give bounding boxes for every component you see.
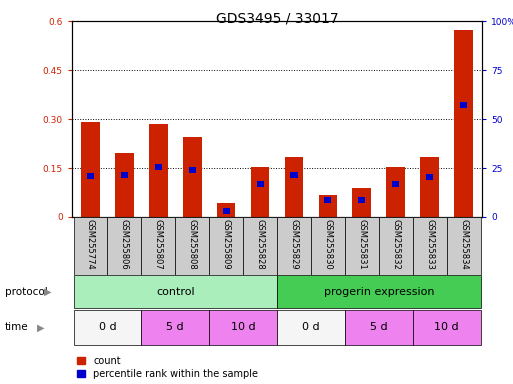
Bar <box>73 310 142 345</box>
Text: ▶: ▶ <box>44 287 51 297</box>
Text: protocol: protocol <box>5 287 48 297</box>
Bar <box>115 153 134 217</box>
Bar <box>412 310 481 345</box>
Bar <box>121 172 128 178</box>
Bar <box>209 217 243 275</box>
Bar <box>290 172 298 178</box>
Bar <box>175 217 209 275</box>
Bar <box>386 167 405 217</box>
Bar <box>243 217 277 275</box>
Bar <box>256 181 264 187</box>
Bar <box>285 157 303 217</box>
Bar <box>352 188 371 217</box>
Text: GSM255833: GSM255833 <box>425 219 434 270</box>
Bar <box>460 103 467 108</box>
Text: GSM255828: GSM255828 <box>255 219 265 270</box>
Legend: count, percentile rank within the sample: count, percentile rank within the sample <box>76 356 258 379</box>
Bar <box>345 310 412 345</box>
Text: GSM255830: GSM255830 <box>323 219 332 270</box>
Bar <box>426 174 433 180</box>
Bar <box>392 181 399 187</box>
Bar <box>73 275 277 308</box>
Text: ▶: ▶ <box>37 322 45 333</box>
Text: 5 d: 5 d <box>166 322 184 333</box>
Bar <box>155 164 162 170</box>
Bar <box>107 217 142 275</box>
Text: 10 d: 10 d <box>435 322 459 333</box>
Text: GSM255808: GSM255808 <box>188 219 196 270</box>
Bar <box>319 195 337 217</box>
Text: time: time <box>5 322 29 333</box>
Bar <box>379 217 412 275</box>
Bar <box>217 203 235 217</box>
Text: GDS3495 / 33017: GDS3495 / 33017 <box>215 12 339 25</box>
Text: GSM255774: GSM255774 <box>86 219 95 270</box>
Text: progerin expression: progerin expression <box>324 287 434 297</box>
Bar <box>81 122 100 217</box>
Text: GSM255807: GSM255807 <box>154 219 163 270</box>
Text: GSM255831: GSM255831 <box>358 219 366 270</box>
Bar <box>311 217 345 275</box>
Bar <box>142 217 175 275</box>
Text: GSM255832: GSM255832 <box>391 219 400 270</box>
Bar <box>251 167 269 217</box>
Text: 0 d: 0 d <box>302 322 320 333</box>
Bar <box>149 124 168 217</box>
Bar <box>183 137 202 217</box>
Bar <box>209 310 277 345</box>
Bar <box>189 167 196 173</box>
Bar <box>223 208 230 214</box>
Bar <box>420 157 439 217</box>
Bar <box>277 217 311 275</box>
Bar <box>324 197 331 203</box>
Bar <box>73 217 107 275</box>
Text: 10 d: 10 d <box>231 322 255 333</box>
Text: GSM255806: GSM255806 <box>120 219 129 270</box>
Text: control: control <box>156 287 194 297</box>
Bar <box>345 217 379 275</box>
Text: 0 d: 0 d <box>98 322 116 333</box>
Bar <box>87 173 94 179</box>
Bar <box>358 197 365 203</box>
Text: 5 d: 5 d <box>370 322 388 333</box>
Text: GSM255829: GSM255829 <box>289 219 299 270</box>
Bar <box>447 217 481 275</box>
Bar <box>412 217 447 275</box>
Text: GSM255809: GSM255809 <box>222 219 231 270</box>
Bar <box>277 275 481 308</box>
Bar <box>142 310 209 345</box>
Bar <box>277 310 345 345</box>
Bar <box>454 30 473 217</box>
Text: GSM255834: GSM255834 <box>459 219 468 270</box>
